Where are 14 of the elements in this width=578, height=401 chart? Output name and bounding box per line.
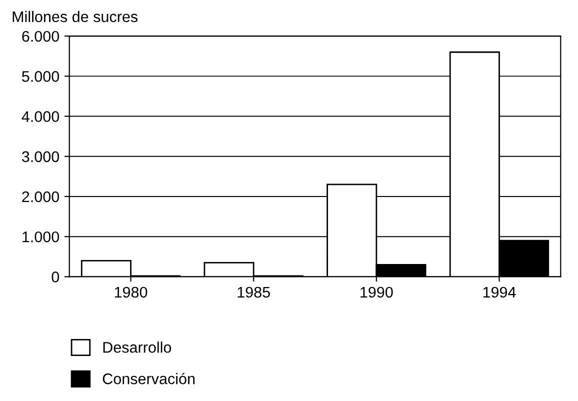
- y-axis-title: Millones de sucres: [12, 10, 138, 22]
- y-tick-label: 5.000: [22, 71, 60, 82]
- x-tick-label: 1990: [360, 286, 393, 298]
- legend-label: Desarrollo: [103, 342, 172, 353]
- legend-label: Conservación: [102, 372, 195, 384]
- x-tick-label: 1985: [238, 286, 270, 298]
- y-tick-label: 6.000: [22, 30, 60, 42]
- x-tick-label: 1994: [483, 286, 516, 298]
- y-tick-label: 2.000: [22, 191, 60, 202]
- y-tick-label: 1.000: [22, 231, 60, 242]
- y-tick-label: 4.000: [22, 111, 60, 122]
- y-tick-label: 3.000: [22, 151, 60, 162]
- y-tick-label: 0: [52, 272, 60, 282]
- x-tick-label: 1980: [114, 286, 148, 298]
